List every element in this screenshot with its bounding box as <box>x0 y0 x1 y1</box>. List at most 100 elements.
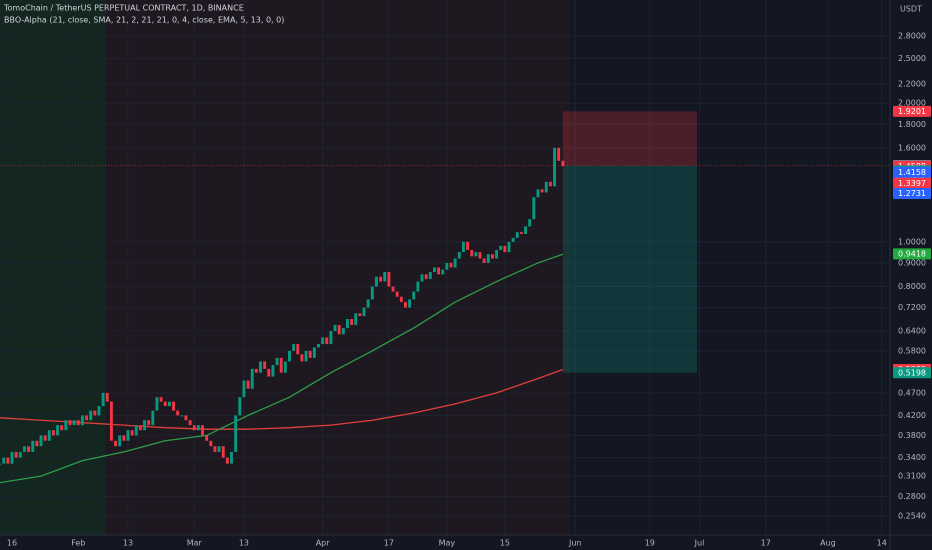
y-tick-label: 2.8000 <box>898 31 926 40</box>
candle <box>486 254 490 263</box>
candle <box>97 406 101 416</box>
x-tick-label: Jul <box>694 539 705 548</box>
candle <box>499 245 503 251</box>
y-tick-label: 0.4700 <box>898 388 926 397</box>
candle <box>47 430 51 441</box>
candle <box>89 410 93 421</box>
moving-average <box>0 369 564 430</box>
candle <box>466 241 470 251</box>
y-tick-label: 0.2800 <box>898 492 926 501</box>
y-tick-label: 0.3800 <box>898 431 926 440</box>
chart-title: TomoChain / TetherUS PERPETUAL CONTRACT,… <box>3 4 244 13</box>
candle <box>346 319 349 329</box>
candle <box>548 181 552 187</box>
candle <box>159 397 163 402</box>
candle <box>225 457 229 464</box>
x-tick-label: 14 <box>877 539 887 548</box>
candle <box>143 420 146 431</box>
candle <box>288 350 291 362</box>
candle <box>205 435 209 441</box>
candle <box>532 197 536 220</box>
candle <box>317 344 320 348</box>
candle <box>85 415 89 421</box>
candle <box>478 252 482 259</box>
candle <box>10 451 14 464</box>
candle <box>238 397 242 416</box>
candle <box>18 451 22 458</box>
x-tick-label: Jun <box>568 539 582 548</box>
candle <box>118 435 122 447</box>
candle <box>151 410 155 426</box>
candle <box>337 324 341 335</box>
candle <box>437 267 441 275</box>
candle <box>22 446 26 452</box>
candle <box>163 401 167 407</box>
moving-average <box>0 253 564 484</box>
candle <box>31 440 35 452</box>
candle <box>432 267 436 273</box>
candle <box>379 276 383 282</box>
x-tick-label: 13 <box>123 539 133 548</box>
candle <box>536 189 540 198</box>
candle <box>540 189 544 193</box>
candle <box>362 307 366 317</box>
candle <box>60 425 64 431</box>
candle <box>147 420 151 426</box>
candle <box>391 286 395 292</box>
candle <box>213 446 217 452</box>
candle <box>312 347 316 358</box>
candle <box>383 272 387 282</box>
candle <box>279 357 283 373</box>
candle <box>180 415 184 417</box>
candle <box>395 291 399 297</box>
candle <box>292 344 296 351</box>
candle <box>76 420 80 426</box>
candle <box>495 250 499 259</box>
candle <box>449 262 453 268</box>
y-tick-label: 1.6000 <box>898 143 926 152</box>
candle <box>325 337 329 345</box>
candle <box>101 392 105 407</box>
x-tick-label: Feb <box>71 539 85 548</box>
candle <box>428 272 432 280</box>
x-tick-label: 17 <box>761 539 771 548</box>
candle <box>358 313 362 317</box>
candle <box>519 232 523 235</box>
candle <box>43 435 47 441</box>
candle <box>457 252 461 259</box>
price-label-box <box>893 166 931 178</box>
candle <box>341 328 345 335</box>
candle <box>221 446 225 458</box>
candle <box>557 147 561 161</box>
candle <box>230 451 233 464</box>
candle <box>6 457 10 464</box>
candle <box>242 380 246 398</box>
candle <box>375 276 378 287</box>
candle <box>2 457 6 464</box>
x-tick-label: May <box>439 539 456 548</box>
y-tick-label: 0.4200 <box>898 411 926 420</box>
y-tick-label: 0.7200 <box>898 303 926 312</box>
candle <box>188 420 192 426</box>
candle <box>544 181 548 193</box>
price-label-box <box>893 188 931 200</box>
candle <box>172 401 175 411</box>
candle <box>553 147 556 187</box>
x-tick-label: Apr <box>316 539 331 548</box>
y-tick-label: 1.8000 <box>898 120 926 129</box>
signal-zone <box>0 0 106 535</box>
candle <box>184 415 188 421</box>
candle <box>196 425 200 431</box>
candle <box>350 319 354 325</box>
x-tick-label: 15 <box>500 539 510 548</box>
candle <box>424 274 428 280</box>
price-label-box <box>893 177 931 189</box>
candle <box>0 463 2 465</box>
candle <box>321 337 325 345</box>
candle <box>234 415 238 452</box>
axis-unit: USDT <box>900 5 922 14</box>
candle <box>254 368 258 373</box>
y-tick-label: 0.6400 <box>898 327 926 336</box>
candle <box>412 291 416 300</box>
